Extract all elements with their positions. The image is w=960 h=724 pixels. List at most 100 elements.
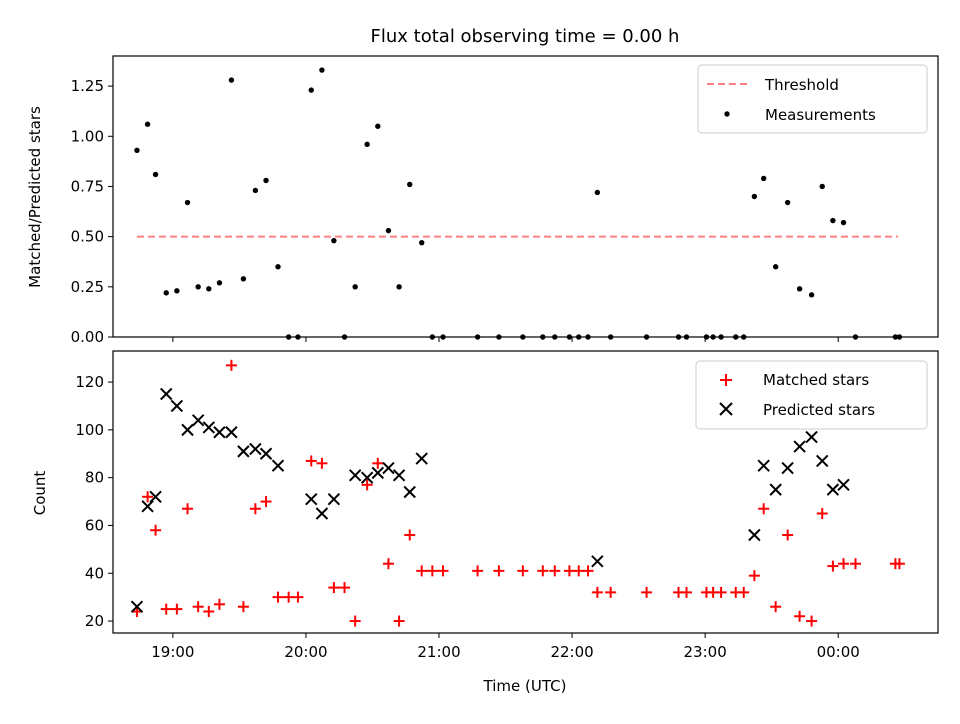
matched-point (794, 610, 806, 622)
predicted-point (305, 492, 318, 506)
measurement-point (163, 290, 169, 296)
matched-point (758, 503, 770, 515)
measurement-point (385, 227, 392, 234)
predicted-point (591, 555, 604, 568)
measurement-point (216, 280, 223, 286)
y-tick-label: 0.00 (71, 328, 104, 346)
x-tick-label: 19:00 (151, 643, 194, 661)
matched-point (472, 565, 484, 577)
y-tick-label: 100 (75, 421, 104, 439)
matched-point (816, 508, 828, 520)
matched-point (549, 565, 561, 577)
matched-point (582, 565, 594, 577)
y-tick-label: 1.00 (71, 127, 104, 145)
predicted-point (805, 430, 818, 444)
matched-point (160, 603, 172, 615)
matched-point (361, 479, 373, 491)
y-tick-label: 120 (75, 373, 104, 391)
matched-point (404, 529, 416, 541)
measurement-point (751, 193, 758, 200)
predicted-point (816, 454, 829, 468)
matched-point (339, 582, 351, 594)
count-panel-marks (130, 359, 905, 627)
predicted-point (160, 387, 173, 401)
matched-point (182, 503, 194, 515)
matched-point (426, 565, 438, 577)
predicted-point (348, 469, 362, 482)
measurement-point (319, 67, 325, 73)
predicted-point (415, 452, 428, 465)
matched-point (770, 601, 782, 613)
matched-point (850, 558, 861, 570)
measurement-point (840, 219, 847, 226)
measurement-point (375, 123, 381, 129)
matched-point (537, 565, 549, 577)
matched-point (192, 601, 204, 613)
matched-point (328, 582, 340, 594)
predicted-point (259, 447, 273, 460)
predicted-point (826, 483, 840, 496)
predicted-point (170, 399, 184, 413)
x-tick-label: 22:00 (550, 643, 593, 661)
count-panel: 20 40 60 80 100 120 19:00 20:00 21:00 22:00 23:00 0… (31, 350, 939, 695)
matched-point (305, 455, 317, 467)
matched-point (806, 615, 818, 627)
predicted-point (141, 500, 154, 513)
ratio-legend-box (697, 64, 928, 134)
measurement-point (228, 77, 235, 83)
measurement-point (152, 171, 159, 178)
predicted-point (149, 490, 162, 503)
figure-title: Flux total observing time = 0.00 h (371, 26, 680, 47)
matched-point (171, 603, 183, 615)
matched-point (142, 491, 154, 503)
matched-point (260, 496, 272, 508)
measurement-point (594, 189, 601, 196)
matched-point (715, 586, 727, 598)
matched-point (249, 503, 261, 515)
matched-point (237, 601, 249, 613)
count-legend-box (695, 360, 928, 430)
measurement-point (195, 284, 201, 290)
ratio-panel: 0.00 0.25 0.50 0.75 1.00 1.25 Matched/Predict… (26, 55, 939, 346)
matched-point (272, 591, 284, 603)
predicted-point (769, 483, 782, 496)
measurement-point (252, 187, 259, 194)
x-tick-label: 23:00 (684, 643, 727, 661)
y-tick-label: 0.50 (71, 228, 104, 246)
count-y-axis-label: Count (31, 471, 49, 516)
predicted-point (249, 442, 262, 456)
measurement-point (772, 264, 779, 270)
measurement-point (396, 284, 402, 290)
matched-point (605, 586, 617, 598)
matched-point (748, 570, 760, 582)
measurement-point (174, 288, 180, 294)
legend-threshold-label: Threshold (764, 76, 839, 94)
measurement-point (419, 239, 425, 246)
matched-point (517, 565, 529, 577)
measurement-point (206, 286, 212, 292)
x-tick-label: 21:00 (417, 643, 460, 661)
ratio-legend: Threshold Measurements (697, 64, 928, 134)
matched-point (838, 558, 850, 570)
predicted-point (757, 459, 770, 472)
matched-point (349, 615, 361, 627)
measurement-point (796, 286, 803, 292)
predicted-point (181, 423, 194, 437)
measurement-point (808, 292, 815, 298)
legend-predicted-swatch (719, 402, 733, 416)
legend-matched-swatch (720, 374, 732, 386)
ratio-y-axis-label: Matched/Predicted stars (26, 106, 44, 288)
x-tick-label: 00:00 (817, 643, 860, 661)
measurement-point (760, 175, 767, 182)
y-tick-label: 0.25 (71, 278, 104, 296)
y-tick-label: 20 (85, 612, 104, 630)
predicted-point (360, 471, 374, 484)
measurement-point (352, 284, 358, 290)
x-tick-label: 20:00 (284, 643, 327, 661)
measurement-point (134, 147, 140, 154)
predicted-point (837, 478, 850, 492)
predicted-point (237, 445, 250, 458)
legend-measurements-label: Measurements (765, 106, 876, 124)
